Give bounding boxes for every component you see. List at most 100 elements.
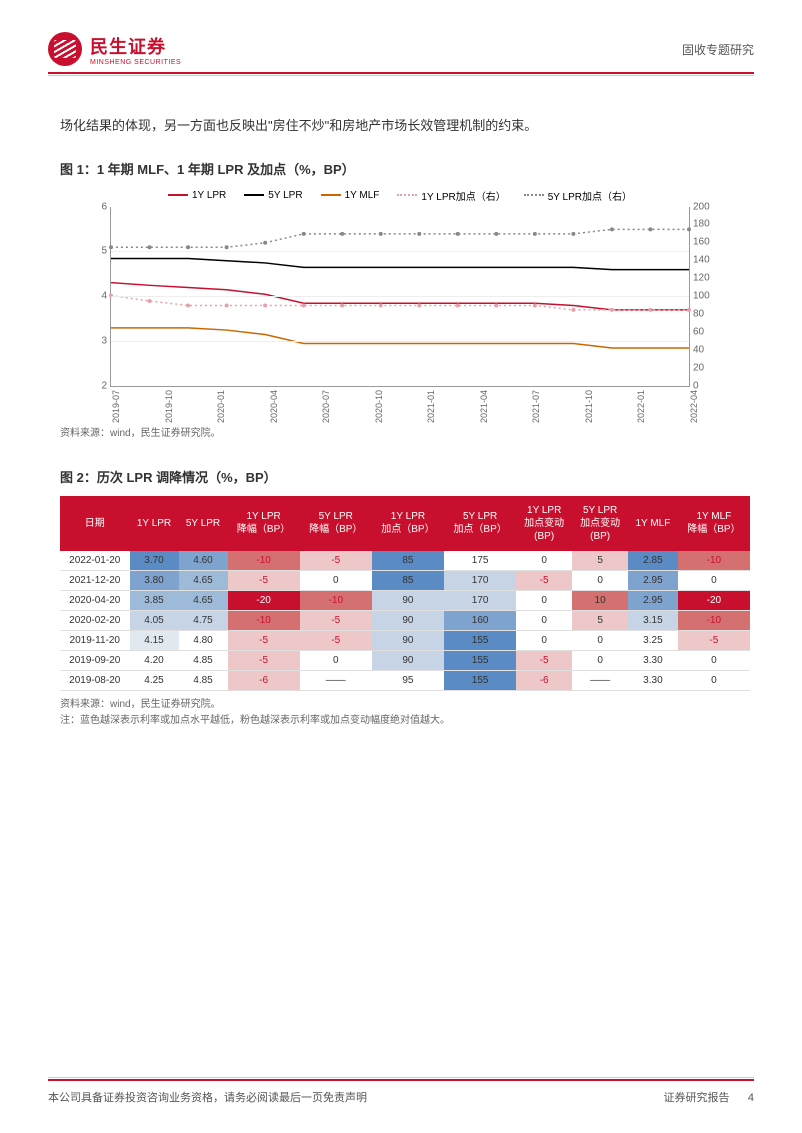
table-cell: -6	[228, 670, 300, 690]
y-right-tick: 20	[689, 362, 704, 373]
header-rule-gray	[48, 75, 754, 76]
table-cell: 0	[678, 670, 750, 690]
y-right-tick: 180	[689, 219, 710, 230]
page-footer: 本公司具备证券投资咨询业务资格，请务必阅读最后一页免责声明 证券研究报告 4	[48, 1077, 754, 1105]
table-cell: -10	[678, 551, 750, 571]
table-cell: -20	[228, 590, 300, 610]
table-cell: 2021-12-20	[60, 570, 130, 590]
figure2-source: 资料来源：wind，民生证券研究院。	[60, 697, 754, 713]
table-cell: 90	[372, 590, 444, 610]
table-cell: 2.95	[628, 570, 678, 590]
y-right-tick: 60	[689, 326, 704, 337]
y-left-tick: 2	[101, 380, 111, 391]
table-cell: -10	[300, 590, 372, 610]
table-cell: 0	[516, 610, 572, 630]
table-cell: 3.80	[130, 570, 179, 590]
table-cell: -20	[678, 590, 750, 610]
x-tick: 2020-07	[321, 390, 331, 423]
table-cell: 85	[372, 570, 444, 590]
legend-item: 1Y MLF	[321, 188, 380, 203]
table-cell: -5	[300, 630, 372, 650]
table-header-cell: 日期	[60, 496, 130, 551]
table-cell: 2020-04-20	[60, 590, 130, 610]
x-tick: 2019-07	[111, 390, 121, 423]
figure1-title: 图 1：1 年期 MLF、1 年期 LPR 及加点（%，BP）	[48, 159, 754, 178]
x-tick: 2021-01	[426, 390, 436, 423]
table-cell: 90	[372, 650, 444, 670]
table-cell: -5	[516, 570, 572, 590]
table-cell: 3.25	[628, 630, 678, 650]
x-tick: 2020-04	[269, 390, 279, 423]
figure1-source: 资料来源：wind，民生证券研究院。	[48, 424, 754, 439]
figure1-legend: 1Y LPR5Y LPR1Y MLF1Y LPR加点（右）5Y LPR加点（右）	[60, 188, 740, 203]
logo-cn-text: 民生证券	[90, 33, 181, 59]
y-right-tick: 140	[689, 255, 710, 266]
table-header-cell: 1Y MLF	[628, 496, 678, 551]
table-cell: 170	[444, 590, 516, 610]
table-cell: -5	[228, 650, 300, 670]
table-cell: 2022-01-20	[60, 551, 130, 571]
legend-item: 1Y LPR	[168, 188, 226, 203]
footer-disclaimer: 本公司具备证券投资咨询业务资格，请务必阅读最后一页免责声明	[48, 1089, 367, 1105]
table-cell: 85	[372, 551, 444, 571]
table-cell: 3.85	[130, 590, 179, 610]
x-tick: 2020-10	[374, 390, 384, 423]
table-header-cell: 1Y MLF降幅（BP）	[678, 496, 750, 551]
table-cell: 155	[444, 630, 516, 650]
x-tick: 2022-04	[689, 390, 699, 423]
table-cell: 95	[372, 670, 444, 690]
table-cell: 0	[300, 650, 372, 670]
table-cell: -5	[300, 551, 372, 571]
table-cell: 4.25	[130, 670, 179, 690]
table-header-cell: 1Y LPR	[130, 496, 179, 551]
table-row: 2022-01-203.704.60-10-585175052.85-10	[60, 551, 750, 571]
table-cell: 2020-02-20	[60, 610, 130, 630]
table-cell: 0	[678, 650, 750, 670]
table-cell: 2.85	[628, 551, 678, 571]
table-cell: 0	[678, 570, 750, 590]
table-cell: 0	[516, 630, 572, 650]
table-cell: 3.15	[628, 610, 678, 630]
table-cell: 4.20	[130, 650, 179, 670]
table-row: 2020-02-204.054.75-10-590160053.15-10	[60, 610, 750, 630]
x-tick: 2020-01	[216, 390, 226, 423]
y-right-tick: 100	[689, 291, 710, 302]
table-cell: -10	[678, 610, 750, 630]
table-cell: 160	[444, 610, 516, 630]
page-number: 4	[748, 1092, 754, 1104]
table-row: 2020-04-203.854.65-20-10901700102.95-20	[60, 590, 750, 610]
body-paragraph: 场化结果的体现，另一方面也反映出"房住不炒"和房地产市场长效管理机制的约束。	[48, 112, 754, 141]
table-cell: ——	[300, 670, 372, 690]
table-cell: 0	[300, 570, 372, 590]
footer-report-type: 证券研究报告	[664, 1092, 730, 1104]
x-tick: 2021-10	[584, 390, 594, 423]
y-left-tick: 4	[101, 291, 111, 302]
table-cell: 90	[372, 630, 444, 650]
figure2-table: 日期1Y LPR5Y LPR1Y LPR降幅（BP）5Y LPR降幅（BP）1Y…	[60, 496, 750, 691]
header-rule-red	[48, 72, 754, 74]
table-cell: -5	[516, 650, 572, 670]
table-row: 2019-11-204.154.80-5-590155003.25-5	[60, 630, 750, 650]
x-tick: 2021-07	[531, 390, 541, 423]
y-right-tick: 200	[689, 201, 710, 212]
header-category: 固收专题研究	[682, 41, 754, 58]
table-row: 2019-08-204.254.85-6——95155-6——3.300	[60, 670, 750, 690]
x-tick: 2021-04	[479, 390, 489, 423]
table-row: 2021-12-203.804.65-5085170-502.950	[60, 570, 750, 590]
figure2-title: 图 2：历次 LPR 调降情况（%，BP）	[48, 467, 754, 486]
legend-item: 5Y LPR加点（右）	[524, 188, 632, 203]
table-cell: 175	[444, 551, 516, 571]
table-cell: 4.85	[179, 670, 228, 690]
figure2-source-notes: 资料来源：wind，民生证券研究院。 注：蓝色越深表示利率或加点水平越低，粉色越…	[48, 697, 754, 729]
table-cell: 4.65	[179, 570, 228, 590]
table-cell: 2019-11-20	[60, 630, 130, 650]
legend-item: 1Y LPR加点（右）	[397, 188, 505, 203]
table-cell: 0	[516, 551, 572, 571]
table-header-cell: 5Y LPR加点（BP）	[444, 496, 516, 551]
page-header: 民生证券 MINSHENG SECURITIES 固收专题研究	[48, 32, 754, 66]
table-cell: 4.05	[130, 610, 179, 630]
table-cell: -5	[228, 630, 300, 650]
table-cell: 4.85	[179, 650, 228, 670]
table-cell: 0	[516, 590, 572, 610]
y-left-tick: 3	[101, 335, 111, 346]
